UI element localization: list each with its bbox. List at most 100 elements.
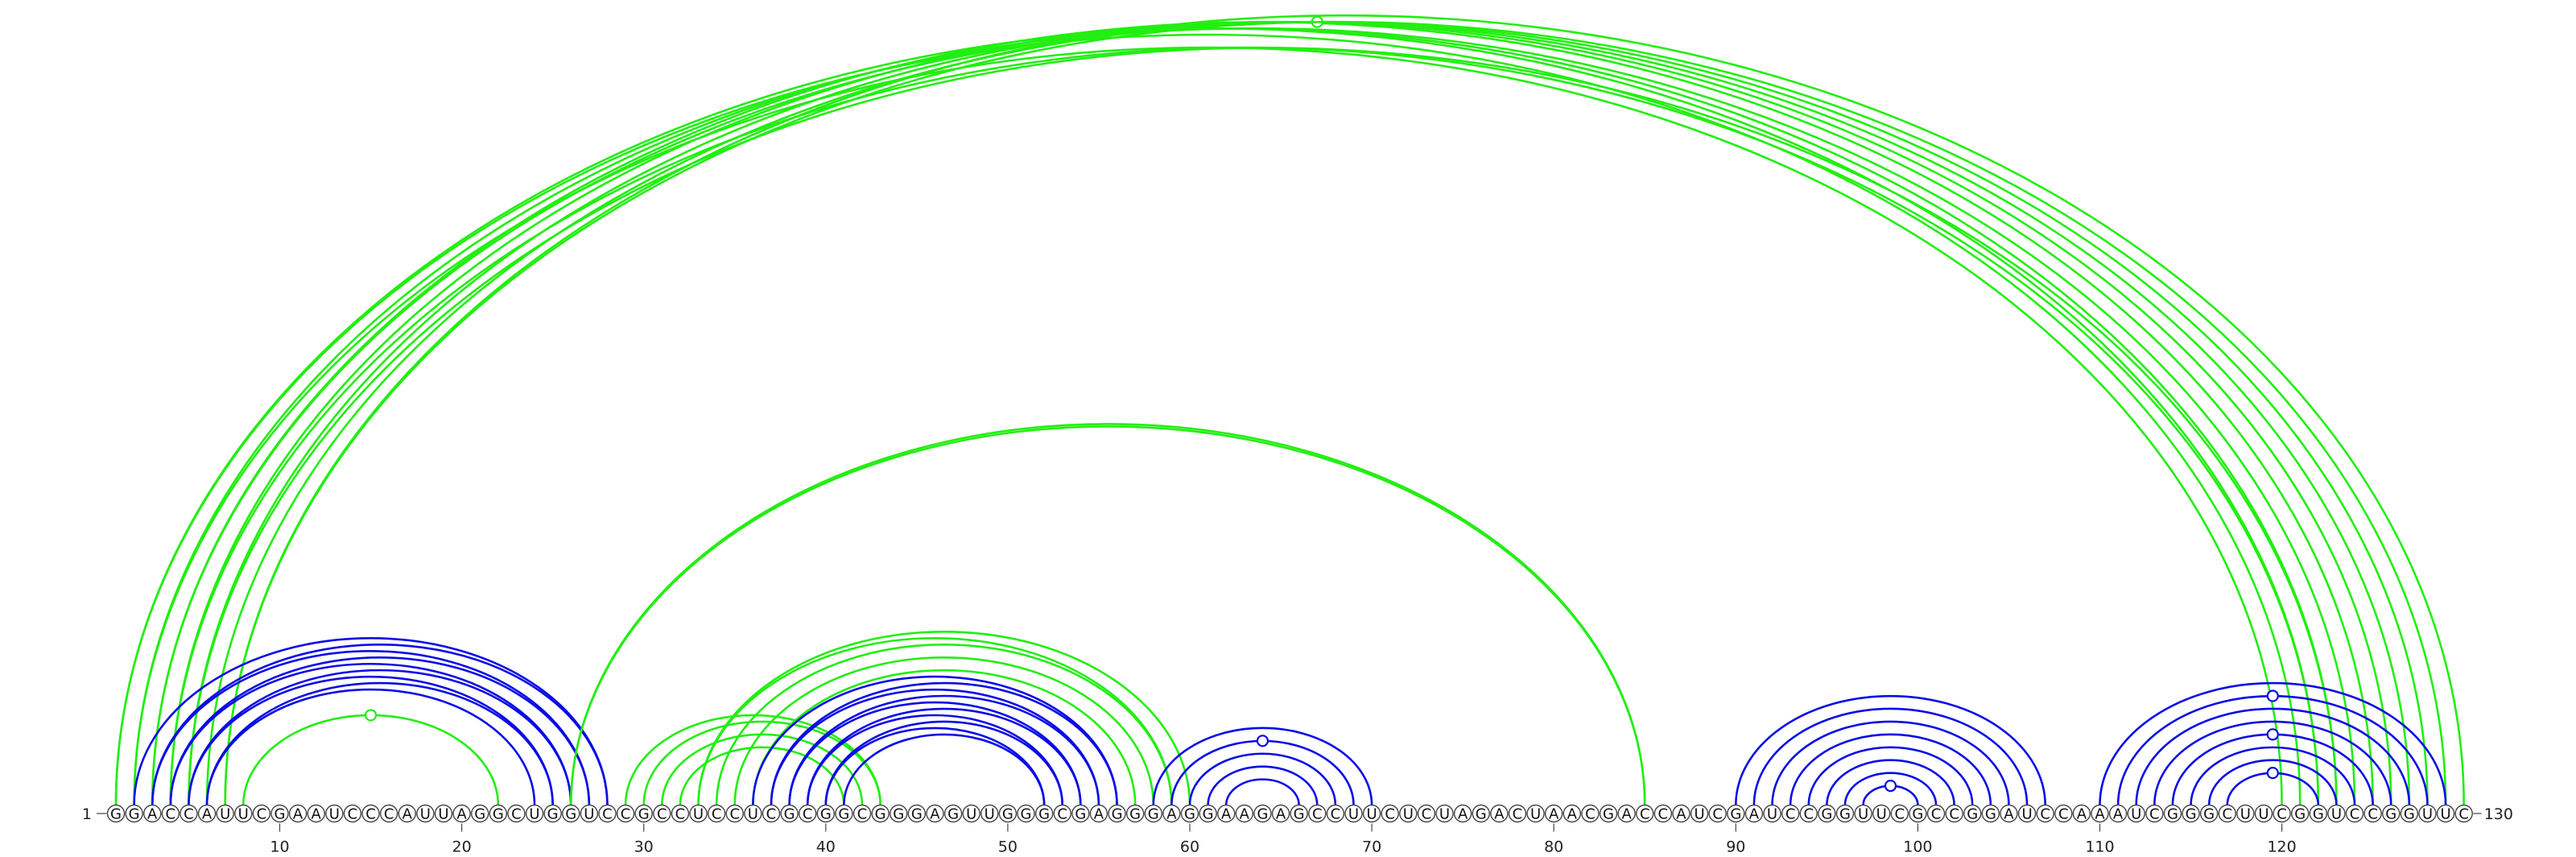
nucleotide-circle <box>998 804 1018 823</box>
nucleotide-circle <box>270 804 289 823</box>
nucleotide-circle <box>2436 804 2455 823</box>
nucleotide-letter: C <box>766 806 777 823</box>
nucleotide-123: U <box>2327 804 2346 823</box>
blue-pair-arc-62-66 <box>1224 778 1300 805</box>
nucleotide-letter: A <box>402 806 413 823</box>
nucleotide-letter: A <box>293 806 303 823</box>
blue-pair-arc-116-123 <box>2207 759 2338 805</box>
nucleotide-letter: C <box>184 806 194 823</box>
nucleotide-circle <box>1162 804 1181 823</box>
nucleotide-circle <box>2236 804 2255 823</box>
nucleotide-105: A <box>2000 804 2018 823</box>
nucleotide-letter: C <box>2350 806 2360 823</box>
nucleotide-letter: A <box>930 806 940 823</box>
nucleotide-70: U <box>1362 804 1381 823</box>
tick-label-120: 120 <box>2267 838 2296 856</box>
green-pair-arc-31-42 <box>661 733 864 805</box>
nucleotide-72: U <box>1399 804 1418 823</box>
nucleotide-letter: A <box>1494 806 1505 823</box>
nucleotide-circle <box>1781 804 1800 823</box>
nucleotide-circle <box>1909 804 1927 823</box>
nucleotide-letter: G <box>565 806 576 823</box>
tick-label-30: 30 <box>634 838 654 856</box>
nucleotide-58: G <box>1144 804 1162 823</box>
nucleotide-circle <box>562 804 580 823</box>
nucleotide-letter: C <box>675 806 686 823</box>
green-pair-arc-2-123 <box>134 28 2337 805</box>
nucleotide-letter: U <box>1694 806 1704 823</box>
nucleotide-circle <box>325 804 344 823</box>
nucleotide-circle <box>379 804 398 823</box>
blue-pair-arc-3-27 <box>151 649 591 805</box>
nucleotide-circle <box>2218 804 2236 823</box>
nucleotide-letter: U <box>438 806 448 823</box>
nucleotide-circle <box>434 804 453 823</box>
green-pair-arc-4-122 <box>169 46 2320 805</box>
nucleotide-letter: U <box>748 806 758 823</box>
nucleotide-circle <box>125 804 143 823</box>
nucleotide-letter: G <box>2404 806 2415 823</box>
nucleotide-circle <box>2054 804 2073 823</box>
nucleotide-letter: G <box>1075 806 1086 823</box>
nucleotide-circle <box>161 804 180 823</box>
nucleotide-57: G <box>1125 804 1145 823</box>
nucleotide-letter: A <box>2004 806 2014 823</box>
nucleotide-circle <box>1417 804 1436 823</box>
arc-apex-marker <box>1256 735 1269 747</box>
nucleotide-82: C <box>1581 804 1600 823</box>
nucleotide-letter: G <box>820 806 832 823</box>
nucleotide-circle <box>2091 804 2109 823</box>
nucleotide-letter: U <box>693 806 704 823</box>
nucleotide-111: A <box>2108 804 2128 823</box>
nucleotide-44: G <box>890 804 908 823</box>
blue-pair-arc-6-24 <box>205 688 536 805</box>
position-ticks: 10 20 30 40 50 60 70 80 90 100 110 120 <box>270 823 2297 856</box>
nucleotide-letter: G <box>1839 806 1851 823</box>
nucleotide-34: C <box>707 804 726 823</box>
nucleotide-circle <box>798 804 817 823</box>
nucleotide-64: G <box>1253 804 1272 823</box>
nucleotide-letter: U <box>2440 806 2450 823</box>
nucleotide-circle <box>1563 804 1582 823</box>
nucleotide-letter: C <box>1803 806 1814 823</box>
nucleotide-circle <box>106 804 126 823</box>
nucleotide-circle <box>452 804 471 823</box>
nucleotide-letter: U <box>1439 806 1450 823</box>
nucleotide-circle <box>2290 804 2310 823</box>
green-pair-arc-26-85 <box>569 422 1646 805</box>
nucleotide-letter: G <box>1148 806 1159 823</box>
nucleotide-93: C <box>1781 804 1800 823</box>
base-pair-arcs <box>116 15 2464 805</box>
nucleotide-letter: C <box>511 806 522 823</box>
blue-pair-arc-41-52 <box>843 733 1046 805</box>
nucleotide-circle <box>543 804 562 823</box>
nucleotide-circle <box>962 804 980 823</box>
nucleotide-112: U <box>2127 804 2145 823</box>
nucleotide-77: A <box>1490 804 1509 823</box>
nucleotide-circle <box>1253 804 1272 823</box>
nucleotide-130: C <box>2454 804 2473 823</box>
nucleotide-letter: C <box>657 806 667 823</box>
nucleotide-letter: G <box>893 806 904 823</box>
nucleotide-circle <box>2363 804 2382 823</box>
nucleotide-letter: G <box>1294 806 1305 823</box>
green-pair-arc-30-43 <box>642 720 881 805</box>
nucleotide-circle <box>1727 804 1745 823</box>
nucleotide-letter: C <box>712 806 722 823</box>
nucleotide-circle <box>943 804 963 823</box>
nucleotide-circle <box>2254 804 2273 823</box>
nucleotide-43: G <box>871 804 890 823</box>
nucleotide-12: A <box>307 804 325 823</box>
nucleotide-letter: A <box>2077 806 2087 823</box>
nucleotide-circle <box>1071 804 1090 823</box>
nucleotide-circle <box>2418 804 2437 823</box>
nucleotide-letter: A <box>1221 806 1232 823</box>
nucleotide-letter: C <box>257 806 267 823</box>
nucleotide-78: C <box>1508 804 1527 823</box>
green-pair-arc-3-125 <box>151 20 2374 805</box>
nucleotide-23: C <box>507 804 526 823</box>
nucleotide-letter: G <box>2167 806 2178 823</box>
green-pair-arc-5-123 <box>188 46 2338 805</box>
nucleotide-119: U <box>2254 804 2273 823</box>
nucleotide-15: C <box>361 804 380 823</box>
